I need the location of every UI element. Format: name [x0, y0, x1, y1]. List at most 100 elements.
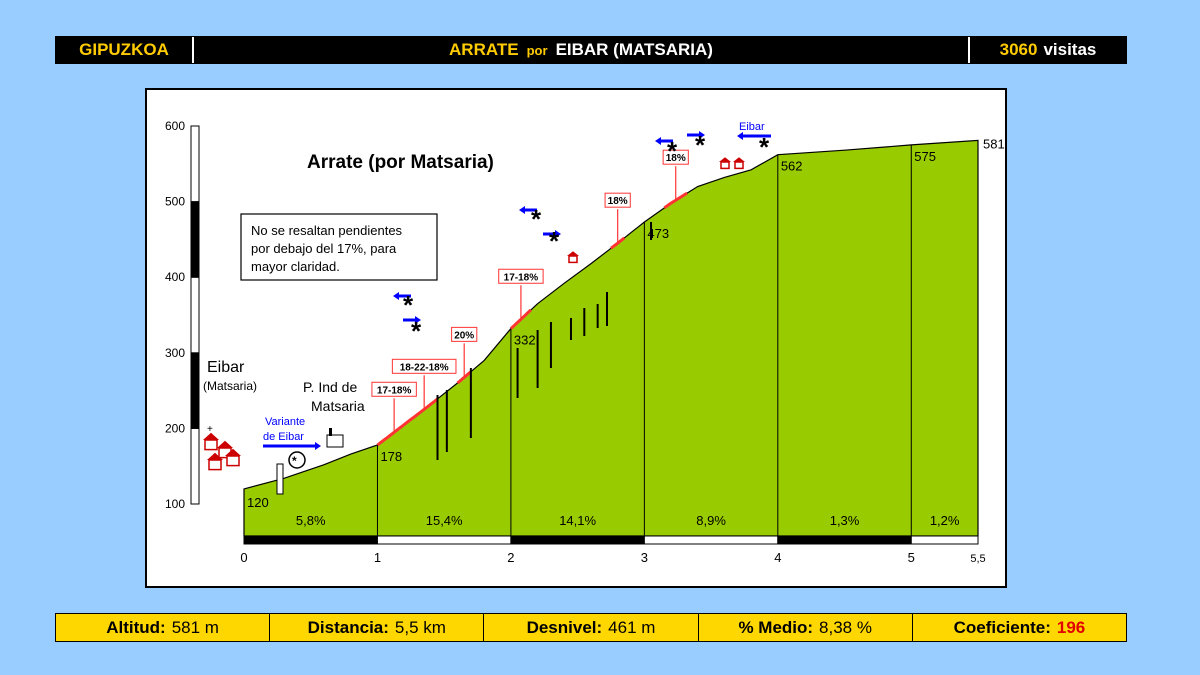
km-bar-segment: [376, 535, 512, 545]
segment-gradient-label: 1,2%: [930, 513, 960, 528]
km-bar-segment: [243, 535, 378, 545]
x-tick-label: 3: [641, 550, 648, 565]
asterisk-icon: *: [531, 204, 542, 234]
km-bar-segment: [510, 535, 645, 545]
note-line-1: No se resaltan pendientes: [251, 223, 403, 238]
altitude-profile-chart: 17-18% 18-22-18% 20% 17-18% 18% 18% 0 1 2 3 4 5 5,5…: [165, 119, 1005, 565]
stat-altitud-value: 581 m: [171, 617, 219, 637]
house-icon: [734, 161, 744, 170]
profile-chart-frame: 17-18% 18-22-18% 20% 17-18% 18% 18% 0 1 2 3 4 5 5,5…: [145, 88, 1007, 588]
house-roof: [719, 157, 731, 162]
house-roof: [203, 432, 219, 440]
y-scale-segment: [190, 427, 200, 505]
stat-desnivel-value: 461 m: [608, 617, 656, 637]
segment-gradient-label: 5,8%: [296, 513, 326, 528]
climb-start: EIBAR (MATSARIA): [555, 40, 713, 59]
segment-gradient-label: 1,3%: [830, 513, 860, 528]
y-scale-segment: [190, 125, 200, 203]
y-tick-label: 600: [165, 119, 185, 133]
note-line-3: mayor claridad.: [251, 259, 340, 274]
x-tick-label: 4: [774, 550, 781, 565]
steep-label-box: [391, 358, 457, 374]
x-tick-label: 1: [374, 550, 381, 565]
stat-coef-label: Coeficiente:: [953, 617, 1051, 637]
altitude-label: 575: [914, 149, 936, 164]
stat-medio-label: % Medio:: [738, 617, 814, 637]
arrow-head: [555, 230, 561, 238]
climb-title: ARRATE por EIBAR (MATSARIA): [194, 37, 970, 63]
house-icon: [204, 439, 218, 451]
industrial-label-2: Matsaria: [311, 398, 365, 414]
steep-label: 20%: [454, 330, 474, 341]
steep-label: 17-18%: [504, 272, 539, 283]
arrow-head: [519, 206, 525, 214]
arrow-head: [737, 132, 743, 140]
roundabout-icon: [288, 451, 306, 469]
arrow-head: [393, 292, 399, 300]
steep-section: [456, 370, 472, 385]
steep-label: 18-22-18%: [400, 362, 449, 373]
asterisk-icon: *: [549, 226, 560, 256]
asterisk-icon: *: [667, 136, 678, 166]
industrial-label-1: P. Ind de: [303, 379, 357, 395]
segment-gradient-label: 8,9%: [696, 513, 726, 528]
axes-group: 0 1 2 3 4 5 5,5 100 200 300 400 500 600: [165, 119, 986, 565]
steep-label: 18%: [666, 153, 686, 164]
arrow-head: [655, 137, 661, 145]
steep-label-box: [604, 192, 631, 208]
arrow-head: [315, 442, 321, 450]
labels-group: 120 178 332 473 562 575 581 5,8% 15,4% 14,1% 8,9% 1…: [247, 136, 1005, 528]
stat-distancia-value: 5,5 km: [394, 617, 446, 637]
note-line-2: por debajo del 17%, para: [251, 241, 397, 256]
steep-label: 17-18%: [377, 385, 412, 396]
stat-altitud-label: Altitud:: [106, 617, 166, 637]
note-box: [240, 213, 438, 281]
stat-coef-value: 196: [1056, 617, 1086, 637]
y-scale-segment: [190, 352, 200, 429]
house-icon: [208, 459, 222, 471]
house-icon: [720, 161, 730, 170]
variante-label-2: de Eibar: [263, 431, 304, 443]
road-icon: [276, 463, 284, 495]
asterisk-icon: *: [759, 132, 770, 162]
house-icon: [568, 255, 578, 264]
y-tick-label: 200: [165, 421, 185, 435]
y-scale-segment: [190, 276, 200, 354]
x-tick-label: 0: [240, 550, 247, 565]
variante-label-1: Variante: [265, 416, 305, 428]
visits-counter: 3060 visitas: [970, 37, 1126, 63]
factory-chimney: [329, 428, 332, 436]
roundabout-star: *: [292, 454, 297, 468]
arrow-head: [415, 316, 421, 324]
asterisk-icon: *: [695, 130, 706, 160]
steep-section: [376, 418, 412, 447]
eibar-arrow-label: Eibar: [739, 121, 765, 133]
stats-footer: Altitud: 581 m Distancia: 5,5 km Desnive…: [55, 613, 1127, 642]
climb-name: ARRATE: [449, 40, 519, 59]
profile-area: [243, 139, 979, 537]
arrow-head: [699, 131, 705, 139]
y-tick-label: 100: [165, 497, 185, 511]
steep-label-box: [451, 326, 478, 342]
stat-desnivel-label: Desnivel:: [526, 617, 603, 637]
km-bar-segment: [910, 535, 979, 545]
km-bar-segment: [777, 535, 912, 545]
visits-label: visitas: [1043, 40, 1097, 59]
stat-medio-value: 8,38 %: [819, 617, 872, 637]
steep-label-box: [498, 268, 544, 284]
house-roof: [207, 452, 223, 460]
house-roof: [567, 251, 579, 256]
steep-section: [509, 308, 532, 330]
stat-desnivel: Desnivel: 461 m: [484, 614, 699, 641]
steep-sections-group: 17-18% 18-22-18% 20% 17-18% 18% 18%: [371, 149, 689, 447]
house-roof: [225, 448, 241, 456]
segment-gradient-label: 14,1%: [559, 513, 596, 528]
x-tick-label: 5,5: [970, 553, 985, 565]
altitude-label: 581: [983, 136, 1005, 151]
altitude-label: 120: [247, 495, 269, 510]
segment-gradient-label: 15,4%: [426, 513, 463, 528]
steep-section: [610, 236, 626, 250]
asterisk-icon: *: [411, 316, 422, 346]
climb-por: por: [526, 42, 548, 58]
factory-icon: [326, 434, 344, 448]
